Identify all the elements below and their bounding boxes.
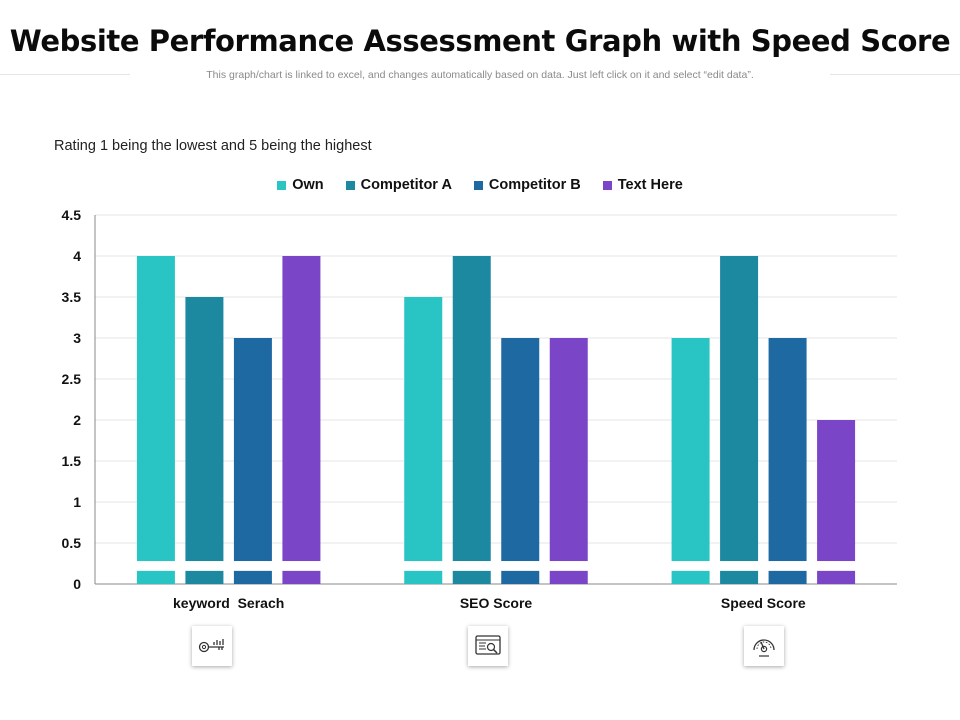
bar-base <box>817 570 856 584</box>
legend-swatch-competitor-b <box>473 180 483 190</box>
bar-base <box>768 570 807 584</box>
legend-item-text-here: Text Here <box>602 177 683 193</box>
y-tick-label: 2.5 <box>62 371 82 387</box>
bar-base <box>233 570 272 584</box>
bar-base <box>549 570 588 584</box>
bar <box>549 338 588 562</box>
bar-base <box>282 570 321 584</box>
bar <box>233 338 272 562</box>
page-title: Website Performance Assessment Graph wit… <box>9 24 951 58</box>
y-tick-label: 0.5 <box>62 535 82 551</box>
legend-item-competitor-a: Competitor A <box>345 177 452 193</box>
bar <box>671 338 710 562</box>
bar-base <box>671 570 710 584</box>
y-tick-label: 1.5 <box>62 453 82 469</box>
legend-swatch-own <box>277 180 287 190</box>
subtitle-rule-left <box>0 74 130 75</box>
bar <box>501 338 540 562</box>
y-tick-label: 3.5 <box>62 289 82 305</box>
seo-monitor-icon <box>468 626 508 666</box>
bar <box>282 256 321 562</box>
y-tick-label: 1 <box>73 494 81 510</box>
bar <box>720 256 759 562</box>
bar-base <box>452 570 491 584</box>
y-tick-label: 4.5 <box>62 207 82 223</box>
x-tick-label: keyword Serach <box>173 595 284 611</box>
bar-base <box>720 570 759 584</box>
bar <box>452 256 491 562</box>
legend-swatch-competitor-a <box>345 180 355 190</box>
legend-item-competitor-b: Competitor B <box>473 177 581 193</box>
bar <box>136 256 175 562</box>
legend-item-own: Own <box>277 177 324 193</box>
bar <box>404 297 443 562</box>
y-tick-label: 4 <box>73 248 81 264</box>
x-tick-label: Speed Score <box>721 595 806 611</box>
rating-note: Rating 1 being the lowest and 5 being th… <box>54 138 372 154</box>
legend-swatch-text-here <box>602 180 612 190</box>
bar-base <box>136 570 175 584</box>
y-tick-label: 0 <box>73 576 81 592</box>
x-tick-label: SEO Score <box>460 595 533 611</box>
bar-base <box>185 570 224 584</box>
bar <box>185 297 224 562</box>
bar-base <box>501 570 540 584</box>
bar <box>768 338 807 562</box>
bar-base <box>404 570 443 584</box>
legend-label-own: Own <box>292 177 324 193</box>
page-subtitle: This graph/chart is linked to excel, and… <box>206 69 754 81</box>
y-tick-label: 3 <box>73 330 81 346</box>
subtitle-rule-right <box>830 74 960 75</box>
key-chart-icon <box>192 626 232 666</box>
chart-legend: Own Competitor A Competitor B Text Here <box>0 177 960 193</box>
bar <box>817 420 856 562</box>
legend-label-competitor-b: Competitor B <box>488 177 581 193</box>
legend-label-text-here: Text Here <box>617 177 683 193</box>
subtitle-row: This graph/chart is linked to excel, and… <box>0 69 960 83</box>
legend-label-competitor-a: Competitor A <box>360 177 452 193</box>
speedometer-icon <box>744 626 784 666</box>
y-tick-label: 2 <box>73 412 81 428</box>
